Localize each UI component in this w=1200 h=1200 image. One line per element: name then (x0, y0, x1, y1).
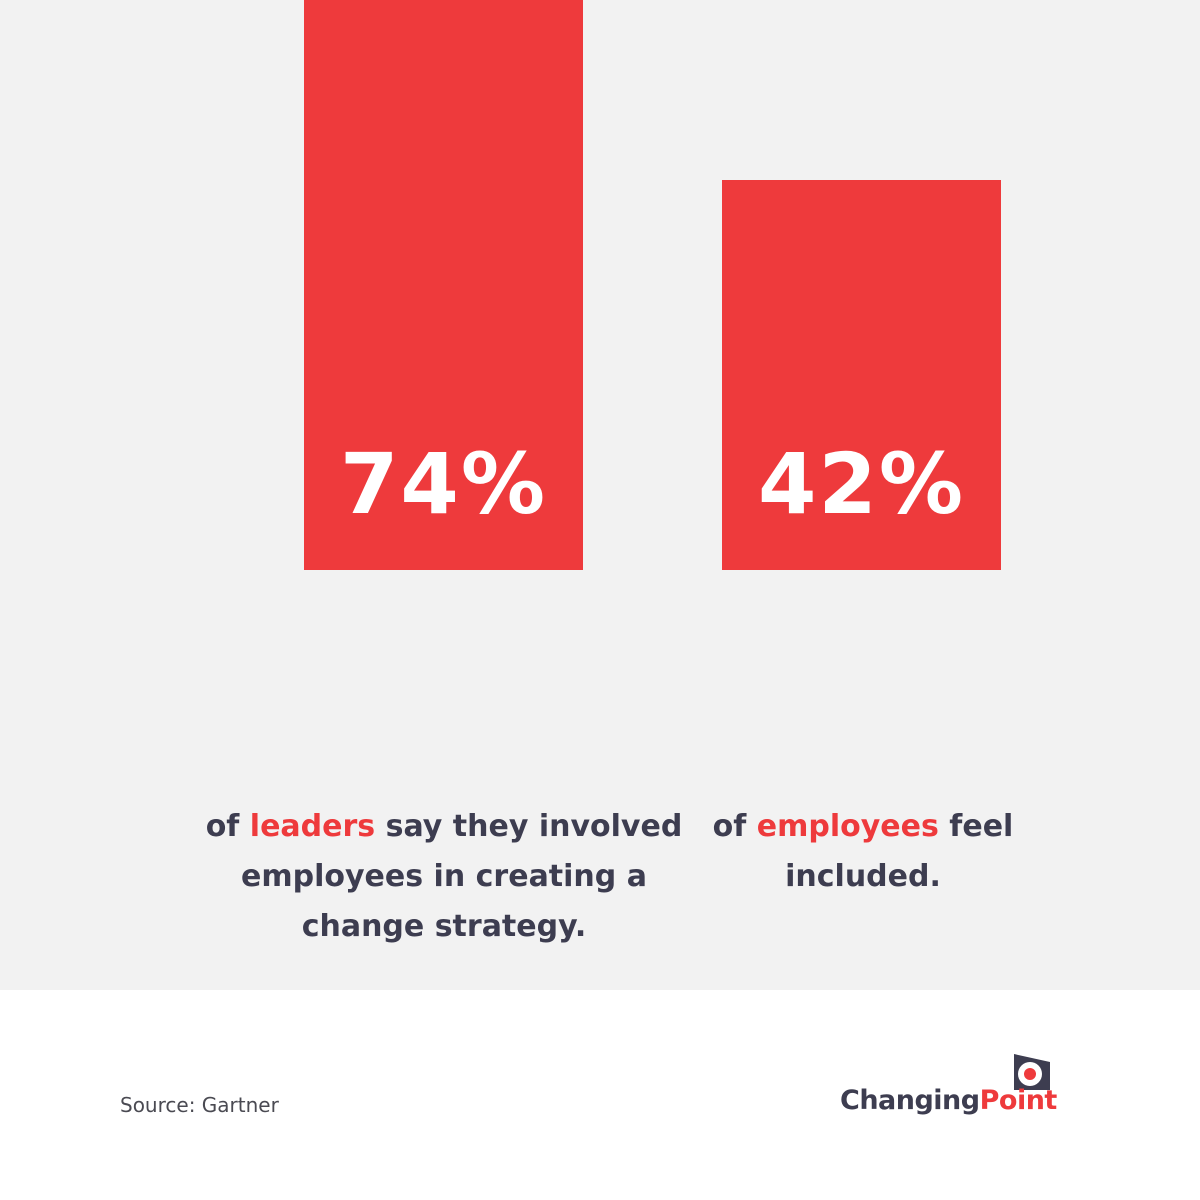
caption-leaders-suffix: say they involved employees in creating … (241, 809, 683, 944)
caption-employees-suffix: feel included. (785, 809, 1014, 894)
caption-leaders: of leaders say they involved employees i… (180, 802, 708, 952)
caption-leaders-highlight: leaders (249, 809, 376, 844)
bar-value-label-leaders: 74% (339, 435, 548, 533)
logo-wordmark: ChangingPoint (840, 1084, 1057, 1118)
chart-panel: 74% 42% of leaders say they involved emp… (0, 0, 1200, 990)
caption-employees: of employees feel included. (712, 802, 1014, 902)
changingpoint-logo: ChangingPoint (836, 1052, 1057, 1124)
logo-word-changing: Changing (840, 1085, 980, 1116)
logo-mark-icon (1014, 1054, 1050, 1090)
caption-employees-prefix: of (712, 809, 757, 844)
caption-employees-highlight: employees (756, 809, 939, 844)
bar-value-label-employees: 42% (757, 435, 966, 533)
source-note: Source: Gartner (120, 1093, 279, 1117)
logo-word-point: Point (979, 1085, 1058, 1116)
bar-employees: 42% (722, 180, 1001, 570)
bar-leaders: 74% (304, 0, 583, 570)
caption-leaders-prefix: of (205, 809, 250, 844)
